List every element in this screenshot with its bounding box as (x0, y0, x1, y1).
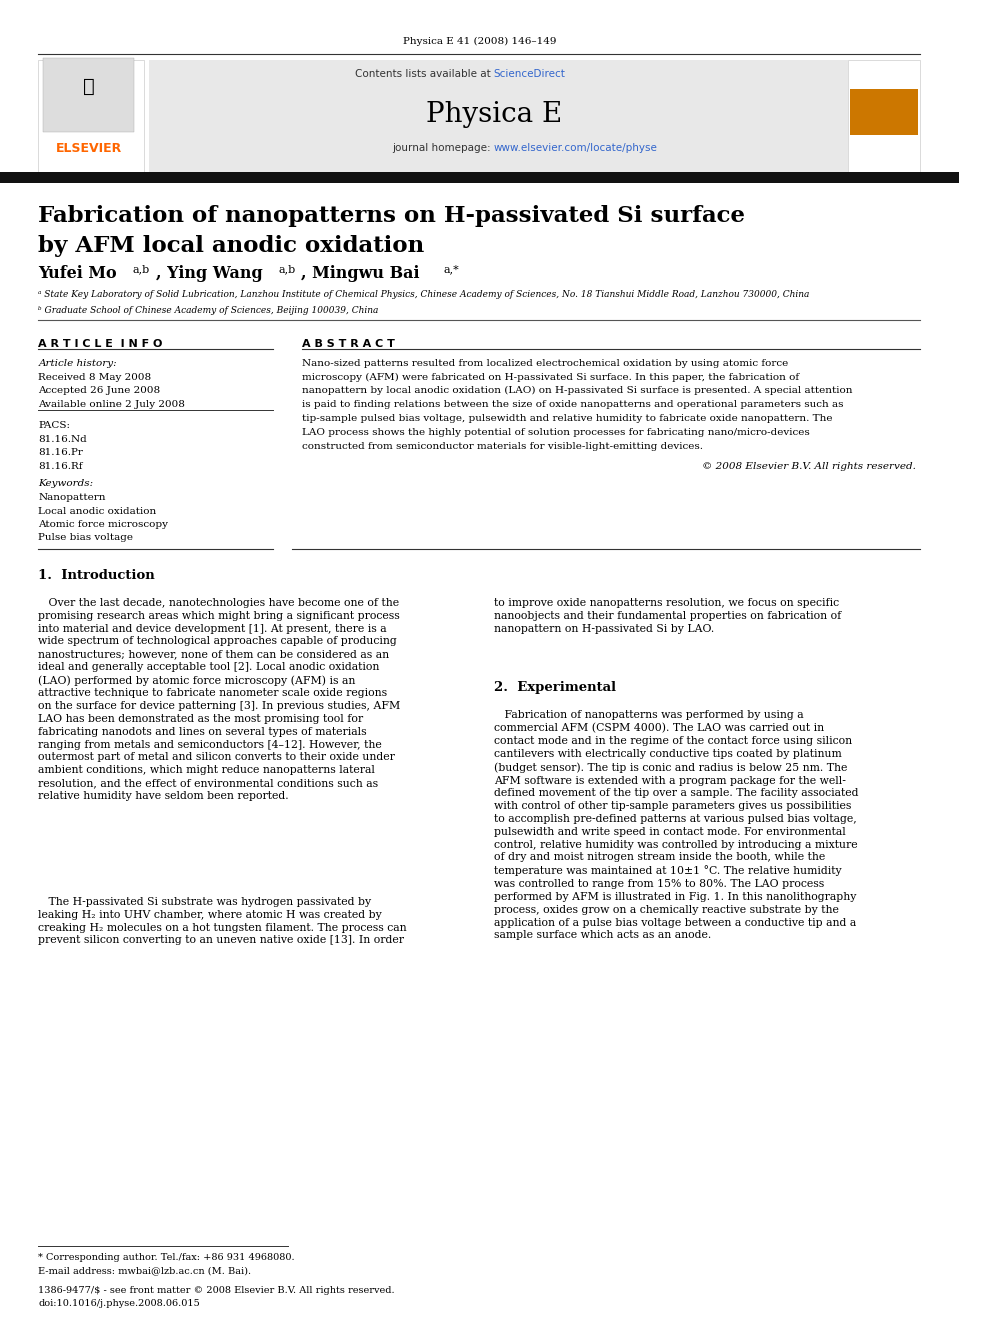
Text: , Mingwu Bai: , Mingwu Bai (301, 265, 420, 282)
FancyBboxPatch shape (149, 60, 848, 172)
Text: journal homepage:: journal homepage: (392, 143, 494, 153)
Text: 1.  Introduction: 1. Introduction (39, 569, 155, 582)
Text: microscopy (AFM) were fabricated on H-passivated Si surface. In this paper, the : microscopy (AFM) were fabricated on H-pa… (302, 373, 800, 381)
Text: 81.16.Pr: 81.16.Pr (39, 448, 83, 458)
Text: 81.16.Rf: 81.16.Rf (39, 462, 83, 471)
Text: Nano-sized patterns resulted from localized electrochemical oxidation by using a: Nano-sized patterns resulted from locali… (302, 359, 789, 368)
Text: Accepted 26 June 2008: Accepted 26 June 2008 (39, 386, 161, 396)
Text: Physica E 41 (2008) 146–149: Physica E 41 (2008) 146–149 (403, 37, 557, 46)
Text: PACS:: PACS: (39, 421, 70, 430)
Text: Nanopattern: Nanopattern (39, 493, 106, 503)
Text: 81.16.Nd: 81.16.Nd (39, 435, 87, 445)
Text: Yufei Mo: Yufei Mo (39, 265, 117, 282)
Text: Fabrication of nanopatterns was performed by using a
commercial AFM (CSPM 4000).: Fabrication of nanopatterns was performe… (494, 710, 858, 941)
Text: a,b: a,b (132, 265, 150, 275)
Text: Over the last decade, nanotechnologies have become one of the
promising research: Over the last decade, nanotechnologies h… (39, 598, 401, 800)
Text: 🌳: 🌳 (83, 77, 95, 95)
Text: Keywords:: Keywords: (39, 479, 93, 488)
Text: doi:10.1016/j.physe.2008.06.015: doi:10.1016/j.physe.2008.06.015 (39, 1299, 200, 1308)
Text: Fabrication of nanopatterns on H-passivated Si surface: Fabrication of nanopatterns on H-passiva… (39, 205, 745, 228)
Text: A R T I C L E  I N F O: A R T I C L E I N F O (39, 339, 163, 349)
Text: A B S T R A C T: A B S T R A C T (302, 339, 395, 349)
Text: by AFM local anodic oxidation: by AFM local anodic oxidation (39, 235, 425, 258)
Text: Contents lists available at: Contents lists available at (355, 69, 494, 79)
Text: ᵃ State Key Laboratory of Solid Lubrication, Lanzhou Institute of Chemical Physi: ᵃ State Key Laboratory of Solid Lubricat… (39, 290, 809, 299)
Text: Article history:: Article history: (39, 359, 117, 368)
Text: Atomic force microscopy: Atomic force microscopy (39, 520, 169, 529)
Text: LAO process shows the highly potential of solution processes for fabricating nan: LAO process shows the highly potential o… (302, 429, 809, 437)
Text: is paid to finding relations between the size of oxide nanopatterns and operatio: is paid to finding relations between the… (302, 400, 843, 409)
Text: 2.  Experimental: 2. Experimental (494, 681, 616, 695)
Text: Pulse bias voltage: Pulse bias voltage (39, 533, 133, 542)
Text: nanopattern by local anodic oxidation (LAO) on H-passivated Si surface is presen: nanopattern by local anodic oxidation (L… (302, 386, 852, 396)
Text: PHYSICA: PHYSICA (868, 82, 902, 87)
FancyBboxPatch shape (39, 60, 144, 172)
Text: 1386-9477/$ - see front matter © 2008 Elsevier B.V. All rights reserved.: 1386-9477/$ - see front matter © 2008 El… (39, 1286, 395, 1295)
Text: , Ying Wang: , Ying Wang (157, 265, 263, 282)
Text: Local anodic oxidation: Local anodic oxidation (39, 507, 157, 516)
Text: a,*: a,* (443, 265, 459, 275)
FancyBboxPatch shape (0, 172, 958, 183)
Text: constructed from semiconductor materials for visible-light-emitting devices.: constructed from semiconductor materials… (302, 442, 703, 451)
Text: Received 8 May 2008: Received 8 May 2008 (39, 373, 152, 382)
Text: ELSEVIER: ELSEVIER (56, 142, 122, 155)
Text: © 2008 Elsevier B.V. All rights reserved.: © 2008 Elsevier B.V. All rights reserved… (701, 462, 916, 471)
Text: www.elsevier.com/locate/physe: www.elsevier.com/locate/physe (494, 143, 658, 153)
Text: E-mail address: mwbai@lzb.ac.cn (M. Bai).: E-mail address: mwbai@lzb.ac.cn (M. Bai)… (39, 1266, 251, 1275)
Text: a,b: a,b (279, 265, 297, 275)
Text: * Corresponding author. Tel./fax: +86 931 4968080.: * Corresponding author. Tel./fax: +86 93… (39, 1253, 295, 1262)
FancyBboxPatch shape (848, 60, 921, 172)
FancyBboxPatch shape (850, 89, 919, 135)
FancyBboxPatch shape (43, 58, 134, 132)
Text: to improve oxide nanopatterns resolution, we focus on specific
nanoobjects and t: to improve oxide nanopatterns resolution… (494, 598, 841, 634)
Text: tip-sample pulsed bias voltage, pulsewidth and relative humidity to fabricate ox: tip-sample pulsed bias voltage, pulsewid… (302, 414, 832, 423)
Text: Available online 2 July 2008: Available online 2 July 2008 (39, 400, 186, 409)
Text: ScienceDirect: ScienceDirect (494, 69, 565, 79)
Text: ᵇ Graduate School of Chinese Academy of Sciences, Beijing 100039, China: ᵇ Graduate School of Chinese Academy of … (39, 306, 379, 315)
Text: Physica E: Physica E (426, 101, 561, 127)
Text: The H-passivated Si substrate was hydrogen passivated by
leaking H₂ into UHV cha: The H-passivated Si substrate was hydrog… (39, 897, 407, 946)
